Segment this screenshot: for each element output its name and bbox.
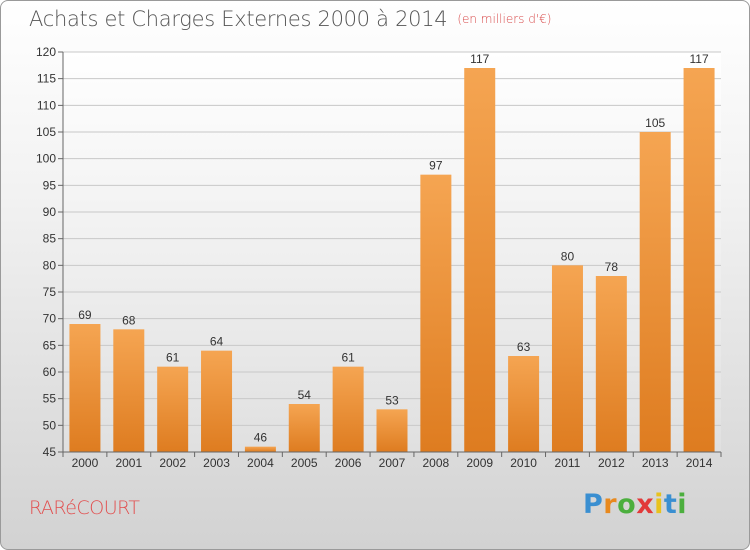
y-tick-label: 65: [43, 338, 57, 352]
logo-letter: P: [583, 489, 604, 520]
title-text: Achats et Charges Externes 2000 à 2014: [29, 7, 448, 31]
x-tick-label-2005: 2005: [291, 456, 318, 470]
x-tick-label-2011: 2011: [555, 456, 581, 470]
logo-letter: r: [603, 489, 618, 520]
y-tick-label: 100: [36, 152, 56, 166]
bar-2010: [508, 356, 540, 452]
x-tick-label-2013: 2013: [642, 456, 669, 470]
x-tick-label-2009: 2009: [466, 456, 493, 470]
x-tick-label-2014: 2014: [686, 456, 713, 470]
bar-2003: [201, 350, 233, 452]
x-tick-label-2004: 2004: [247, 456, 274, 470]
axes: 45 50 55 60 65 70 75 80 85 90 95 100 105 110 115 120 200…: [36, 45, 722, 470]
x-tick-label-2010: 2010: [510, 456, 537, 470]
proxiti-logo: Proxiti: [583, 489, 687, 520]
bar-2006: [332, 366, 364, 452]
logo-letter: t: [663, 489, 678, 520]
x-tick-label-2012: 2012: [598, 456, 625, 470]
bar-2009: [464, 68, 496, 452]
y-tick-label: 115: [37, 72, 56, 86]
bar-2011: [551, 265, 583, 452]
logo-letter: x: [636, 489, 655, 520]
bar-2008: [420, 174, 452, 452]
value-label-2004: 46: [254, 431, 268, 445]
y-tick-label: 55: [43, 392, 57, 406]
logo-letter: o: [617, 489, 637, 520]
value-label-2009: 117: [470, 52, 489, 66]
commune-name: RARéCOURT: [29, 497, 140, 519]
value-label-2010: 63: [517, 340, 531, 354]
bar-2004: [244, 446, 276, 452]
chart-title: Achats et Charges Externes 2000 à 2014 (e…: [29, 7, 551, 31]
y-tick-label: 80: [43, 258, 57, 272]
logo-letter: i: [677, 489, 688, 520]
bar-2012: [595, 276, 627, 452]
y-tick-label: 120: [36, 45, 56, 59]
y-tick-label: 95: [43, 178, 57, 192]
y-tick-label: 70: [43, 312, 57, 326]
bars: 69 68 61 64 46 54 61 53 97 117 63 80 78 105 117: [69, 52, 715, 452]
value-label-2013: 105: [645, 116, 665, 130]
y-tick-label: 75: [43, 285, 57, 299]
y-tick-label: 85: [43, 232, 57, 246]
value-label-2003: 64: [210, 335, 224, 349]
bar-2014: [683, 68, 715, 452]
value-label-2012: 78: [605, 260, 619, 274]
value-label-2007: 53: [385, 393, 399, 407]
bar-2005: [288, 404, 320, 452]
value-label-2011: 80: [561, 249, 575, 263]
x-tick-label-2002: 2002: [159, 456, 186, 470]
x-tick-label-2001: 2001: [115, 456, 142, 470]
value-label-2006: 61: [341, 351, 355, 365]
y-tick-label: 45: [43, 445, 57, 459]
bar-2002: [157, 366, 189, 452]
x-tick-label-2000: 2000: [72, 456, 99, 470]
bar-2013: [639, 132, 671, 452]
x-tick-label-2008: 2008: [423, 456, 450, 470]
value-label-2002: 61: [166, 351, 180, 365]
x-tick-label-2003: 2003: [203, 456, 230, 470]
x-tick-label-2007: 2007: [379, 456, 406, 470]
y-tick-label: 50: [43, 418, 57, 432]
bar-2001: [113, 329, 145, 452]
y-tick-label: 105: [36, 125, 56, 139]
y-tick-label: 110: [37, 98, 56, 112]
x-tick-label-2006: 2006: [335, 456, 362, 470]
unit-label: (en milliers d'€): [457, 12, 552, 26]
bar-2007: [376, 409, 408, 452]
value-label-2014: 117: [689, 52, 708, 66]
value-label-2008: 97: [429, 159, 443, 173]
value-label-2000: 69: [78, 308, 92, 322]
value-label-2005: 54: [298, 388, 312, 402]
y-tick-label: 60: [43, 365, 57, 379]
value-label-2001: 68: [122, 313, 136, 327]
y-tick-label: 90: [43, 205, 57, 219]
logo-letter: i: [654, 489, 664, 520]
bar-2000: [69, 324, 101, 452]
